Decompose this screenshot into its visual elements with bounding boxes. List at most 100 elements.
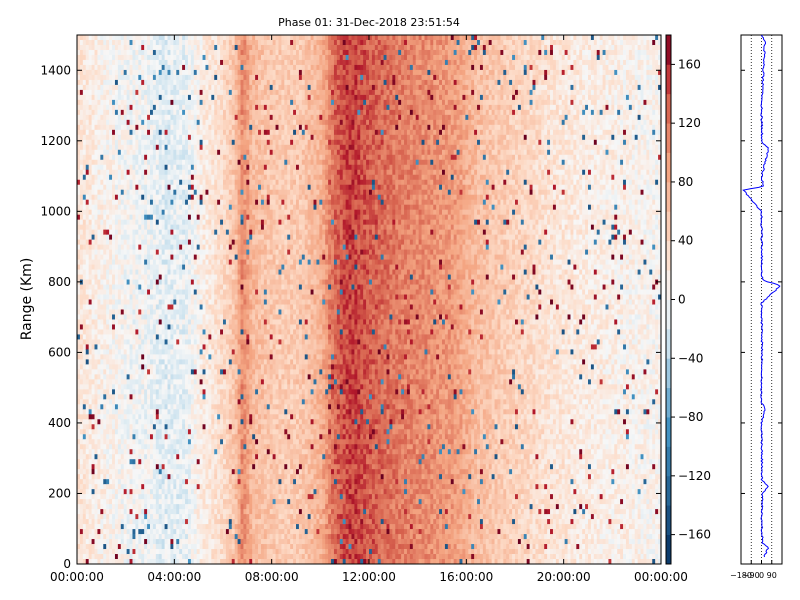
heatmap-cell — [170, 284, 174, 290]
heatmap-cell — [94, 359, 98, 365]
heatmap-cell — [135, 304, 139, 310]
heatmap-cell — [144, 309, 148, 315]
heatmap-cell — [94, 349, 98, 355]
heatmap-cell — [152, 349, 157, 355]
heatmap-cell — [117, 514, 122, 520]
heatmap-cell — [132, 69, 136, 76]
heatmap-cell — [176, 184, 180, 191]
heatmap-cell — [85, 219, 90, 226]
heatmap-cell — [117, 444, 122, 450]
heatmap-cell — [114, 484, 119, 490]
heatmap-cell — [117, 229, 122, 236]
heatmap-cell — [187, 274, 192, 280]
heatmap-cell — [91, 54, 95, 61]
heatmap-cell — [208, 59, 212, 66]
heatmap-cell — [144, 64, 148, 71]
heatmap-cell — [94, 169, 98, 176]
heatmap-cell — [129, 149, 133, 156]
heatmap-cell — [123, 124, 128, 131]
heatmap-cell — [193, 494, 198, 500]
heatmap-cell — [202, 79, 206, 86]
heatmap-cell — [77, 424, 81, 430]
heatmap-cell — [114, 74, 119, 81]
heatmap-cell — [79, 234, 84, 241]
heatmap-cell — [132, 499, 136, 505]
heatmap-cell — [208, 139, 212, 146]
heatmap-cell — [94, 179, 98, 186]
heatmap-cell — [208, 469, 212, 475]
heatmap-cell — [138, 279, 142, 285]
heatmap-cell — [106, 484, 110, 490]
heatmap-cell — [176, 204, 180, 211]
heatmap-cell — [155, 484, 160, 490]
heatmap-cell — [126, 269, 130, 275]
heatmap-cell — [97, 69, 101, 76]
heatmap-cell — [100, 369, 104, 375]
heatmap-cell — [94, 504, 98, 510]
heatmap-cell — [88, 239, 92, 245]
heatmap-cell — [190, 524, 195, 530]
heatmap-cell — [135, 159, 139, 166]
heatmap-cell — [161, 299, 165, 305]
heatmap-cell — [106, 244, 110, 250]
heatmap-cell — [100, 79, 104, 86]
heatmap-cell — [155, 479, 160, 485]
heatmap-cell — [190, 164, 195, 171]
heatmap-cell — [185, 124, 189, 131]
heatmap-cell — [94, 529, 98, 535]
heatmap-cell — [123, 434, 128, 440]
heatmap-cell — [77, 374, 81, 380]
heatmap-cell — [82, 164, 87, 171]
heatmap-cell — [185, 239, 189, 245]
heatmap-cell — [82, 99, 87, 106]
heatmap-cell — [97, 384, 101, 390]
heatmap-cell — [88, 39, 92, 46]
heatmap-cell — [173, 154, 177, 161]
heatmap-cell — [114, 519, 119, 525]
heatmap-cell — [123, 499, 128, 505]
heatmap-cell — [97, 124, 101, 131]
heatmap-cell — [170, 394, 174, 400]
heatmap-cell — [112, 89, 116, 96]
heatmap-cell — [79, 94, 84, 101]
heatmap-cell — [94, 284, 98, 290]
heatmap-cell — [85, 489, 90, 495]
heatmap-cell — [106, 554, 110, 560]
heatmap-cell — [176, 179, 180, 186]
heatmap-cell — [158, 79, 163, 86]
heatmap-cell — [97, 409, 101, 415]
heatmap-cell — [94, 464, 98, 470]
heatmap-cell — [117, 114, 122, 121]
heatmap-cell — [205, 44, 209, 51]
heatmap-cell — [187, 509, 192, 515]
heatmap-cell — [132, 39, 136, 46]
heatmap-cell — [185, 44, 189, 51]
heatmap-cell — [132, 394, 136, 400]
heatmap-cell — [138, 379, 142, 385]
heatmap-cell — [176, 254, 180, 260]
heatmap-cell — [173, 419, 177, 425]
heatmap-cell — [147, 94, 151, 101]
heatmap-cell — [91, 274, 95, 280]
heatmap-cell — [196, 129, 201, 136]
heatmap-cell — [182, 59, 186, 66]
heatmap-cell — [164, 409, 168, 415]
heatmap-cell — [114, 149, 119, 156]
heatmap-cell — [129, 554, 133, 560]
heatmap-cell — [79, 529, 84, 535]
heatmap-cell — [132, 314, 136, 320]
heatmap-cell — [106, 59, 110, 66]
heatmap-cell — [208, 204, 212, 211]
heatmap-cell — [193, 279, 198, 285]
heatmap-cell — [141, 454, 145, 460]
heatmap-cell — [109, 169, 113, 176]
heatmap-cell — [135, 489, 139, 495]
heatmap-cell — [155, 494, 160, 500]
heatmap-cell — [79, 384, 84, 390]
heatmap-cell — [167, 354, 171, 360]
heatmap-cell — [161, 344, 165, 350]
heatmap-cell — [187, 284, 192, 290]
heatmap-cell — [152, 524, 157, 530]
heatmap-cell — [170, 49, 174, 56]
heatmap-cell — [126, 374, 130, 380]
